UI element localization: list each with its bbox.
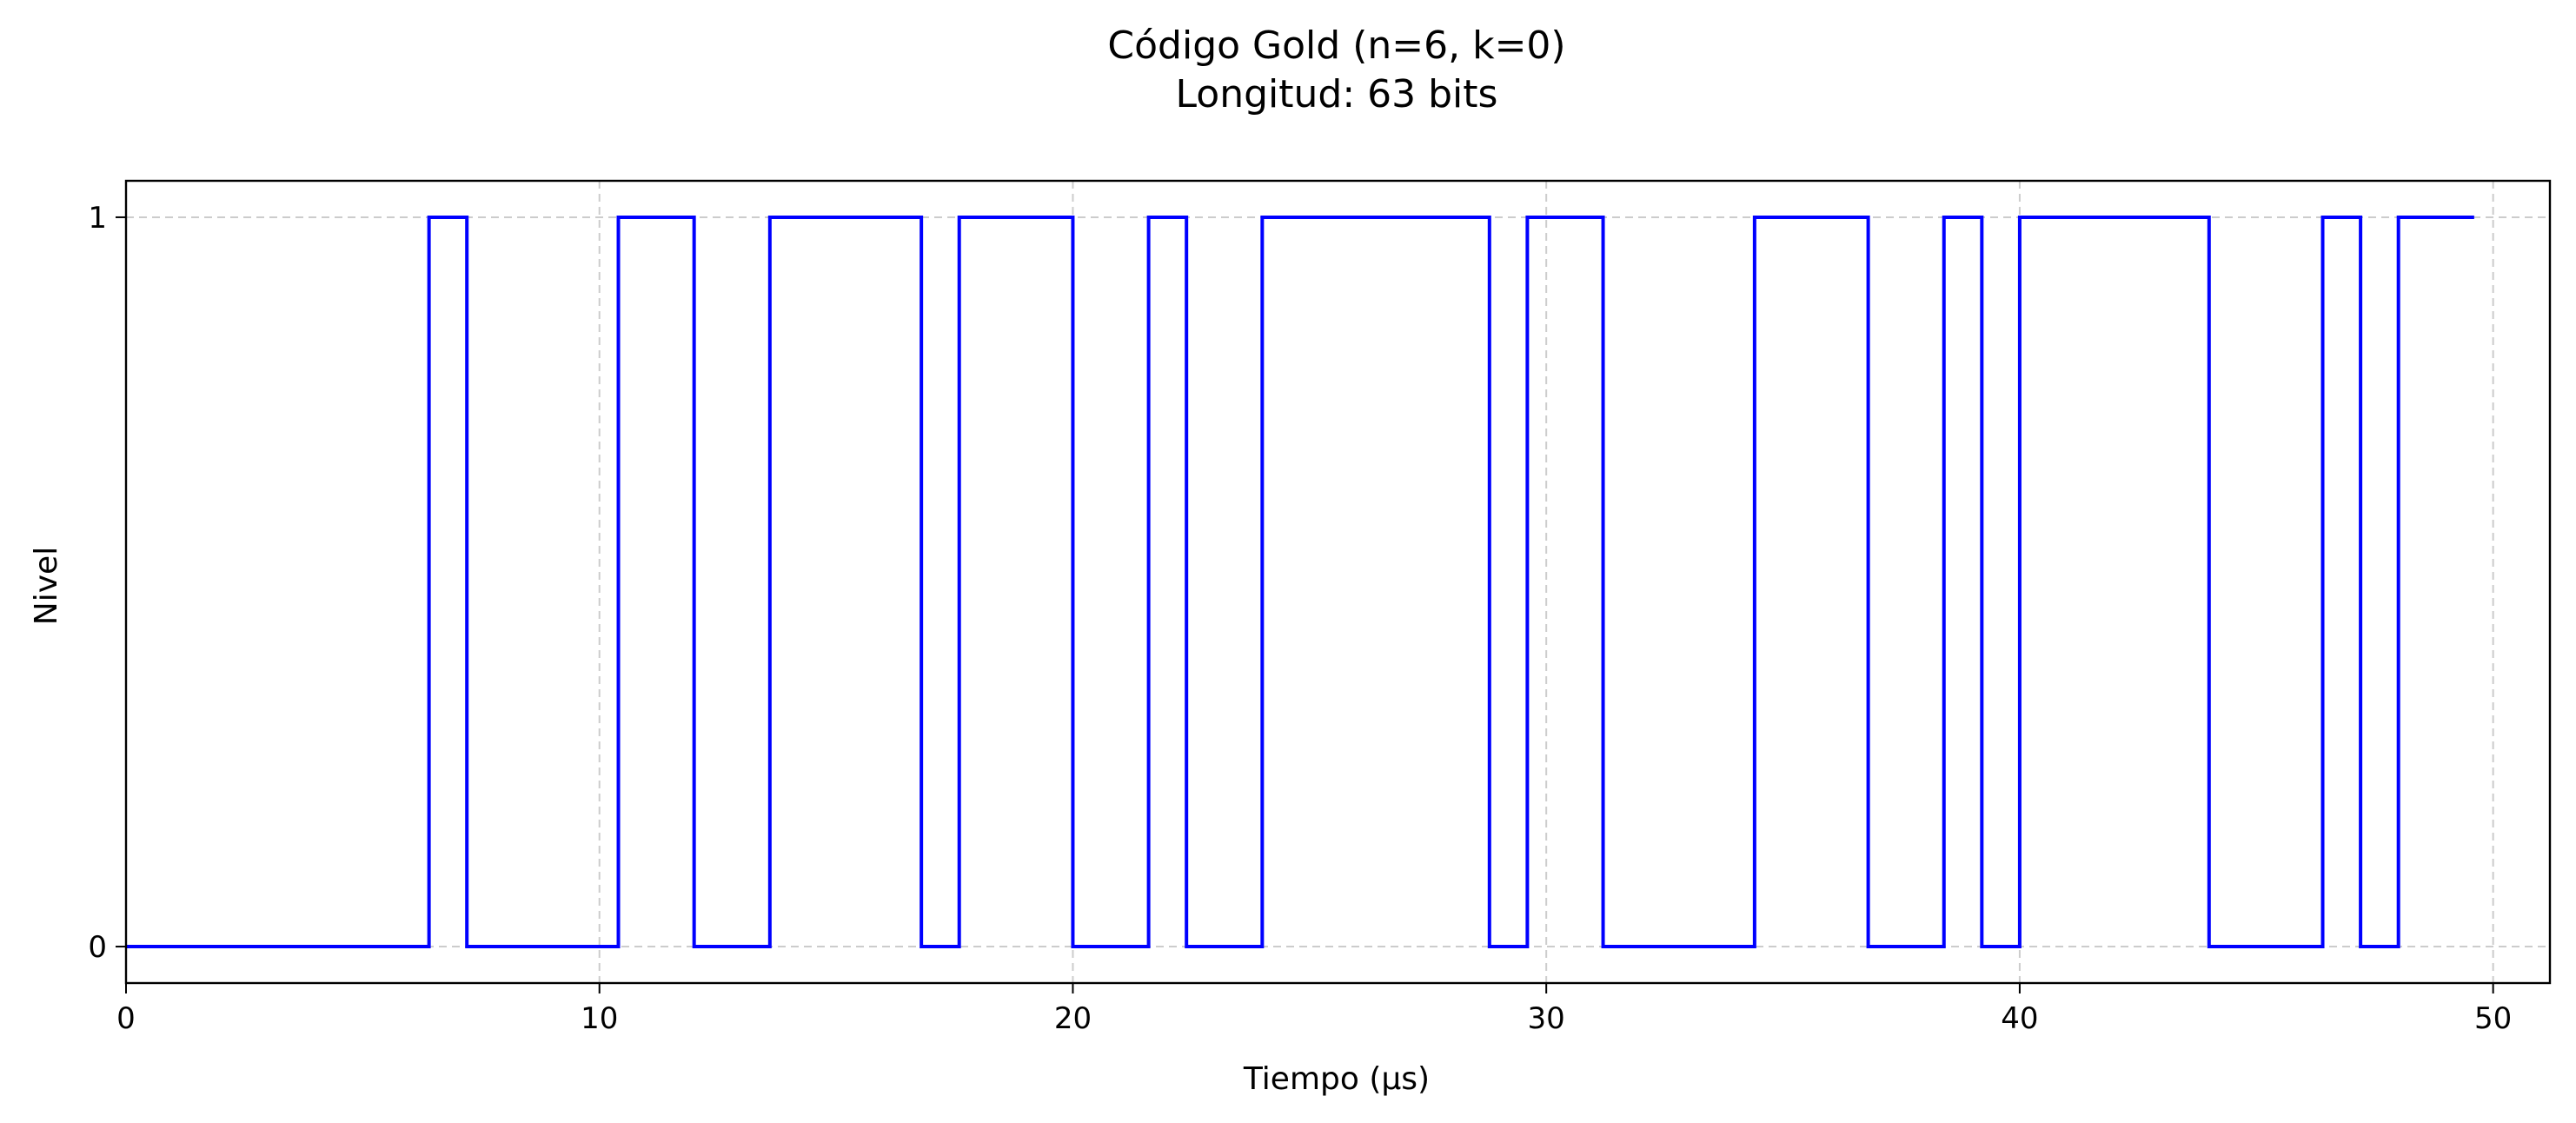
x-axis-label: Tiempo (μs) bbox=[1243, 1061, 1430, 1097]
x-tick-label: 40 bbox=[2001, 1001, 2038, 1036]
x-tick-label: 0 bbox=[116, 1001, 136, 1036]
x-tick-label: 50 bbox=[2474, 1001, 2512, 1036]
y-tick-label: 1 bbox=[88, 201, 107, 236]
signal-line bbox=[126, 215, 2474, 949]
chart-subtitle: Longitud: 63 bits bbox=[1176, 72, 1498, 116]
grid bbox=[126, 181, 2550, 983]
x-tick-label: 30 bbox=[1528, 1001, 1565, 1036]
y-axis-label: Nivel bbox=[29, 547, 64, 625]
plot-frame bbox=[124, 179, 2552, 985]
x-tick-label: 20 bbox=[1054, 1001, 1092, 1036]
x-tick-label: 10 bbox=[581, 1001, 618, 1036]
y-tick-label: 0 bbox=[88, 930, 107, 965]
axis-ticks: 0 10 20 30 40 50 0 1 bbox=[88, 201, 2512, 1036]
chart-title: Código Gold (n=6, k=0) bbox=[1107, 23, 1565, 68]
plot-area bbox=[126, 215, 2474, 949]
